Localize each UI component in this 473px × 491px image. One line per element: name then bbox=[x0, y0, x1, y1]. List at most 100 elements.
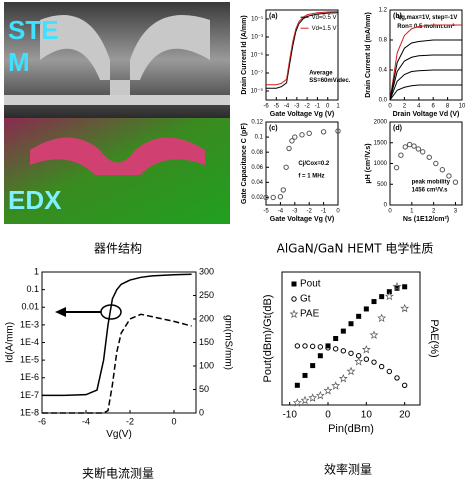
marker bbox=[402, 284, 408, 290]
marker bbox=[354, 357, 364, 366]
marker bbox=[340, 328, 346, 334]
marker bbox=[332, 346, 339, 352]
marker bbox=[292, 134, 298, 140]
plot-frame bbox=[265, 9, 339, 101]
x-tick-label: -2 bbox=[126, 416, 134, 426]
x-axis-label: Drain Voltage Vd (V) bbox=[393, 111, 460, 118]
y2-axis-label: PAE(%) bbox=[428, 319, 440, 357]
y-tick-label: 2000 bbox=[374, 120, 388, 126]
marker bbox=[394, 375, 400, 381]
annotation: peak mobility bbox=[412, 179, 451, 185]
series-line bbox=[42, 313, 192, 414]
x-axis-label: Pin(dBm) bbox=[328, 423, 374, 435]
y-tick-label: 10⁻⁵ bbox=[251, 52, 264, 59]
y-tick-label: 1E-4 bbox=[20, 337, 39, 347]
marker bbox=[294, 343, 301, 349]
marker bbox=[378, 363, 385, 370]
x-tick-label: 10 bbox=[459, 104, 466, 110]
x-tick-label: 20 bbox=[399, 410, 411, 421]
marker bbox=[433, 160, 439, 167]
marker bbox=[340, 348, 347, 354]
x-tick-label: -3 bbox=[294, 104, 300, 110]
y2-axis-label: gm(mS/mm) bbox=[222, 315, 233, 370]
marker bbox=[420, 149, 426, 155]
y-tick-label: 10⁻⁹ bbox=[251, 88, 264, 95]
marker bbox=[335, 128, 341, 134]
marker bbox=[286, 145, 292, 152]
y2-tick-label: 200 bbox=[199, 313, 214, 323]
marker bbox=[294, 382, 300, 388]
y-axis-label: Pout(dBm)/Gt(dB) bbox=[262, 294, 274, 382]
y-axis-label: Drain Current Id (A/mm) bbox=[241, 15, 248, 94]
marker bbox=[317, 353, 323, 359]
marker bbox=[356, 313, 362, 319]
y-tick-label: 10⁻³ bbox=[251, 35, 263, 41]
y-tick-label: 0.02 bbox=[251, 195, 263, 201]
y-tick-label: 1 bbox=[34, 266, 39, 276]
marker bbox=[302, 372, 308, 378]
marker bbox=[377, 313, 387, 323]
panel-label: (c) bbox=[269, 125, 278, 132]
x-tick-label: 1 bbox=[410, 209, 414, 215]
marker bbox=[270, 194, 276, 201]
y-tick-label: 0.06 bbox=[251, 165, 263, 171]
y-axis-label: Gate Capacitance C (pF) bbox=[241, 123, 248, 204]
marker bbox=[369, 330, 379, 340]
x-axis-label: Gate Voltage Vg (V) bbox=[270, 111, 334, 118]
marker bbox=[392, 282, 402, 291]
y-tick-label: 0.4 bbox=[379, 68, 388, 74]
y2-tick-label: 0 bbox=[199, 407, 204, 417]
marker bbox=[402, 144, 408, 150]
marker bbox=[277, 194, 284, 200]
x-tick-label: -3 bbox=[292, 209, 298, 215]
y-tick-label: 1.2 bbox=[379, 8, 388, 14]
marker bbox=[386, 368, 393, 375]
caption: 器件结构 bbox=[94, 241, 142, 256]
series-line bbox=[389, 24, 462, 101]
marker bbox=[320, 129, 327, 135]
stem-label: STE bbox=[8, 15, 59, 45]
marker bbox=[283, 164, 289, 170]
x-tick-label: 8 bbox=[446, 104, 450, 110]
marker bbox=[371, 359, 377, 365]
y-tick-label: 1E-3 bbox=[20, 319, 39, 329]
marker bbox=[310, 363, 316, 369]
y2-tick-label: 150 bbox=[199, 337, 214, 347]
y-tick-label: 0.1 bbox=[26, 284, 39, 294]
y-axis-label: Id(A/mm) bbox=[5, 322, 16, 363]
x-tick-label: 3 bbox=[454, 209, 458, 215]
x-tick-label: -5 bbox=[274, 104, 280, 110]
annotation: SS=60mV/dec. bbox=[309, 78, 351, 84]
marker bbox=[333, 336, 339, 341]
y-tick-label: 0.08 bbox=[251, 150, 263, 156]
marker bbox=[398, 152, 404, 158]
marker bbox=[446, 173, 452, 179]
y-tick-label: 0.1 bbox=[255, 135, 264, 141]
marker bbox=[291, 281, 297, 287]
x-tick-label: 10 bbox=[361, 410, 373, 421]
x-tick-label: 0 bbox=[388, 104, 392, 110]
marker bbox=[302, 343, 308, 349]
x-tick-label: 0 bbox=[326, 104, 330, 110]
marker bbox=[346, 366, 356, 376]
y-tick-label: 0.04 bbox=[251, 180, 263, 186]
x-tick-label: -4 bbox=[82, 416, 90, 426]
stem-label: M bbox=[8, 47, 30, 77]
marker bbox=[426, 154, 432, 160]
y2-tick-label: 100 bbox=[199, 360, 214, 370]
annotation: 1456 cm²/V.s bbox=[412, 187, 448, 194]
series-line bbox=[389, 69, 462, 101]
marker bbox=[363, 356, 370, 362]
panel-label: (b) bbox=[393, 13, 402, 20]
plot-frame bbox=[281, 271, 421, 406]
marker bbox=[308, 393, 318, 402]
edx-label: EDX bbox=[8, 185, 62, 215]
legend-label: Vd=1.5 V bbox=[312, 26, 337, 32]
arrow-head bbox=[55, 307, 66, 317]
marker bbox=[323, 386, 333, 395]
marker bbox=[299, 132, 305, 138]
x-tick-label: -4 bbox=[278, 209, 284, 215]
x-tick-label: -2 bbox=[307, 209, 313, 215]
marker bbox=[371, 299, 377, 305]
